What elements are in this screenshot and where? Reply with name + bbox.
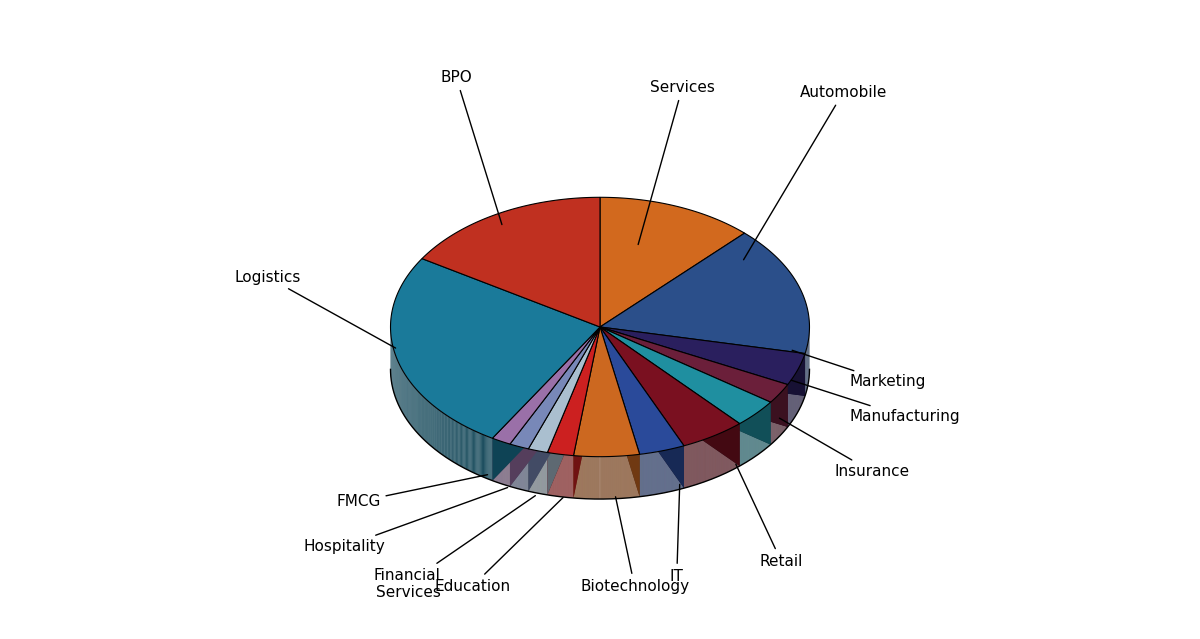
Text: IT: IT bbox=[670, 484, 684, 584]
Polygon shape bbox=[600, 327, 640, 497]
Text: BPO: BPO bbox=[440, 70, 502, 224]
Text: Biotechnology: Biotechnology bbox=[580, 497, 689, 594]
Polygon shape bbox=[422, 197, 600, 327]
Text: Financial
Services: Financial Services bbox=[373, 496, 535, 600]
Polygon shape bbox=[600, 327, 739, 466]
Polygon shape bbox=[574, 327, 640, 457]
Polygon shape bbox=[600, 327, 739, 466]
Text: FMCG: FMCG bbox=[336, 475, 487, 509]
Polygon shape bbox=[600, 327, 770, 445]
Polygon shape bbox=[547, 327, 600, 495]
Polygon shape bbox=[492, 327, 600, 444]
Polygon shape bbox=[510, 327, 600, 486]
Polygon shape bbox=[390, 259, 600, 438]
Text: Hospitality: Hospitality bbox=[304, 488, 508, 554]
Polygon shape bbox=[547, 327, 600, 456]
Polygon shape bbox=[600, 327, 770, 424]
Text: Automobile: Automobile bbox=[744, 85, 887, 260]
Text: Education: Education bbox=[434, 498, 563, 594]
Polygon shape bbox=[574, 327, 600, 498]
Polygon shape bbox=[600, 327, 805, 396]
Text: Marketing: Marketing bbox=[792, 350, 925, 389]
Text: Logistics: Logistics bbox=[234, 270, 396, 348]
Polygon shape bbox=[600, 327, 684, 488]
Polygon shape bbox=[600, 327, 787, 427]
Polygon shape bbox=[600, 327, 805, 385]
Polygon shape bbox=[600, 327, 640, 497]
Polygon shape bbox=[600, 327, 787, 402]
Polygon shape bbox=[547, 327, 600, 495]
Text: Manufacturing: Manufacturing bbox=[791, 380, 960, 424]
Polygon shape bbox=[574, 327, 600, 498]
Polygon shape bbox=[510, 327, 600, 486]
Polygon shape bbox=[600, 327, 770, 445]
Polygon shape bbox=[600, 327, 684, 488]
Text: Insurance: Insurance bbox=[780, 418, 910, 479]
Polygon shape bbox=[492, 327, 600, 481]
Polygon shape bbox=[600, 327, 684, 454]
Polygon shape bbox=[528, 327, 600, 452]
Polygon shape bbox=[528, 327, 600, 491]
Polygon shape bbox=[600, 327, 805, 396]
Polygon shape bbox=[600, 197, 744, 327]
Text: Retail: Retail bbox=[736, 464, 803, 569]
Polygon shape bbox=[600, 327, 739, 446]
Polygon shape bbox=[510, 327, 600, 449]
Polygon shape bbox=[528, 327, 600, 491]
Polygon shape bbox=[600, 327, 787, 427]
Polygon shape bbox=[600, 233, 810, 353]
Polygon shape bbox=[492, 327, 600, 481]
Text: Services: Services bbox=[638, 80, 715, 245]
